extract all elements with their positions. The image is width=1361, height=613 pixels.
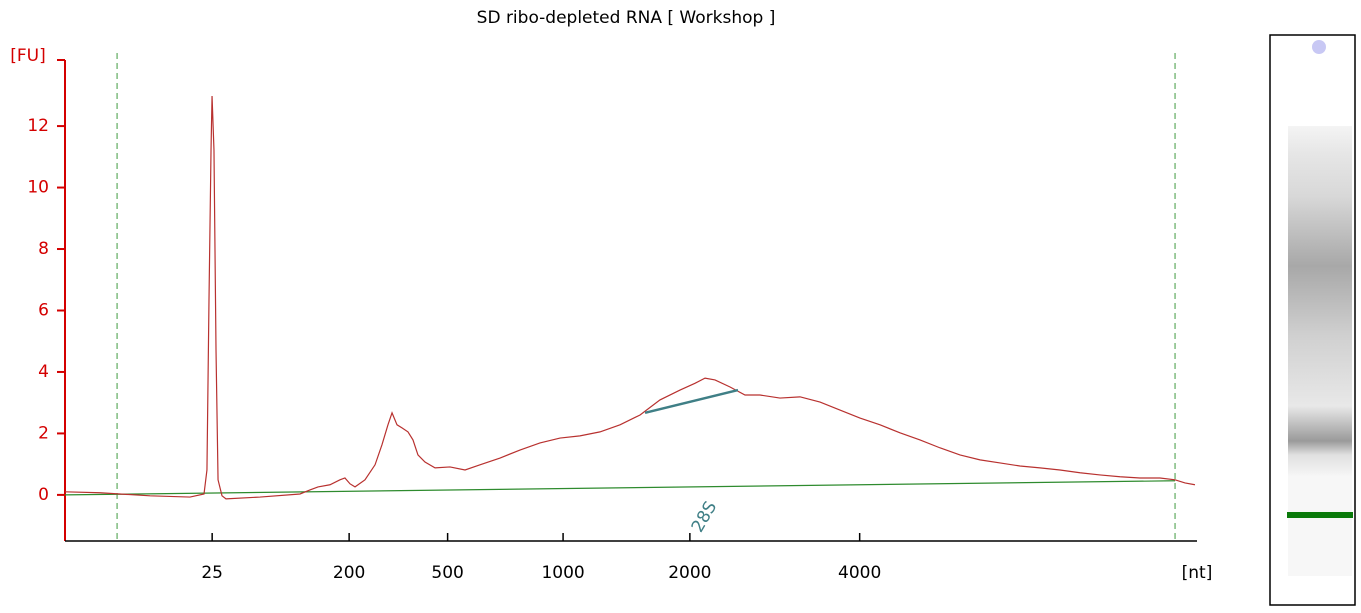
x-tick-label: 25 <box>201 563 223 583</box>
lane-lower <box>1288 476 1352 576</box>
lane-smear <box>1288 126 1352 476</box>
x-tick-label: 500 <box>431 563 463 583</box>
chart-title: SD ribo-depleted RNA [ Workshop ] <box>477 8 776 28</box>
y-tick-label: 4 <box>38 362 49 382</box>
x-axis-label: [nt] <box>1182 563 1213 583</box>
fit-line <box>644 388 739 415</box>
gel-lane <box>1269 34 1356 606</box>
y-tick-label: 2 <box>38 423 49 443</box>
lane-marker-band <box>1287 512 1353 518</box>
lane-dot <box>1312 40 1326 54</box>
x-tick-label: 4000 <box>838 563 881 583</box>
y-tick-label: 0 <box>38 485 49 505</box>
trace <box>64 95 1196 500</box>
y-tick-label: 8 <box>38 239 49 259</box>
peak-annotation: 28S <box>688 498 722 536</box>
baseline <box>64 480 1176 496</box>
x-tick-label: 1000 <box>541 563 584 583</box>
x-tick-label: 200 <box>333 563 365 583</box>
y-axis-label: [FU] <box>10 46 46 66</box>
x-tick-label: 2000 <box>668 563 711 583</box>
y-tick-label: 6 <box>38 300 49 320</box>
y-tick-label: 10 <box>27 178 49 198</box>
y-tick-label: 12 <box>27 116 49 136</box>
